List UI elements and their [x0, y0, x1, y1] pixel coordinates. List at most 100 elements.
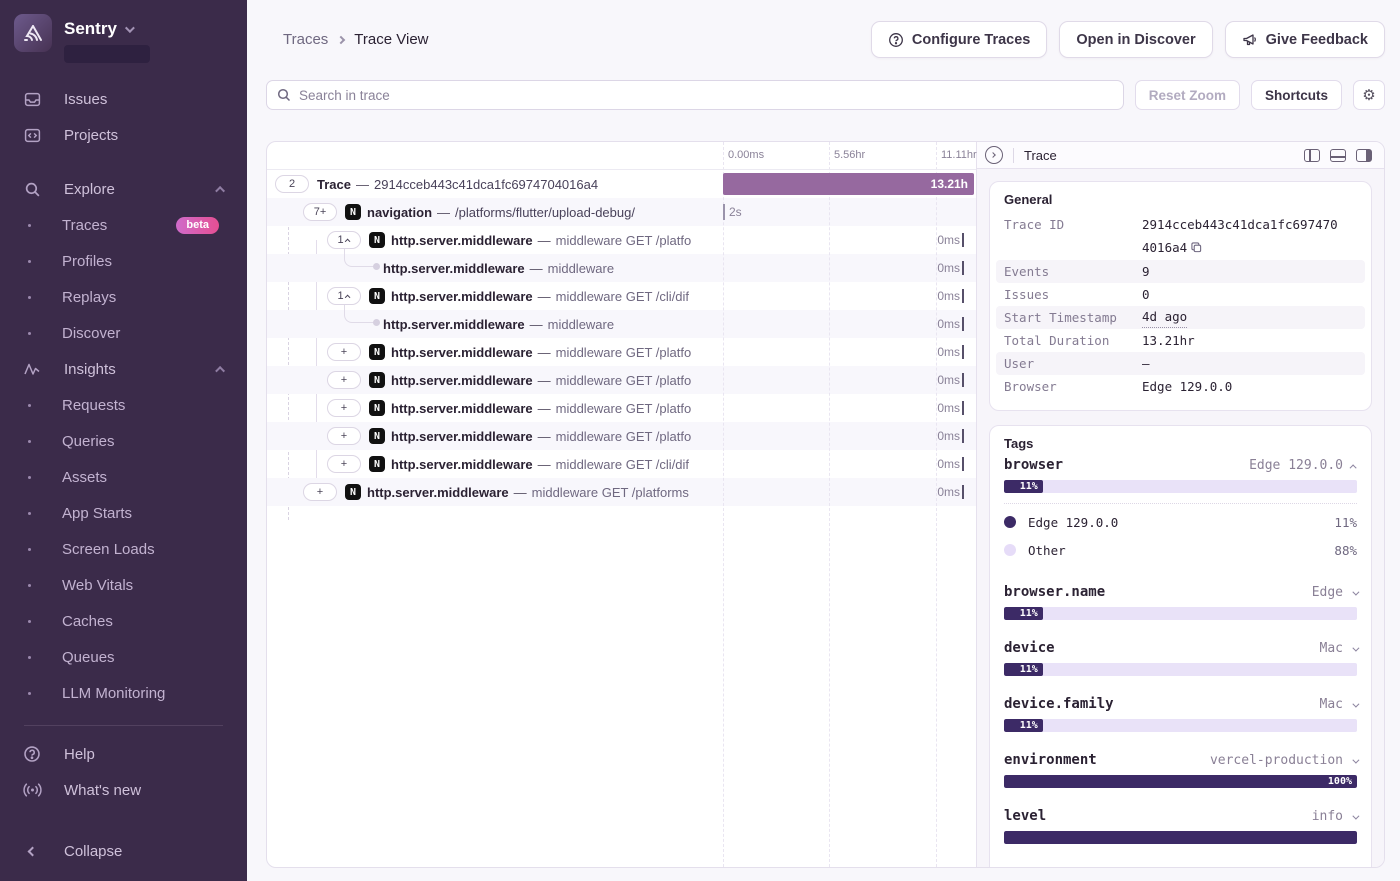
- tag-header[interactable]: level info: [1004, 808, 1360, 824]
- span-duration: 2s: [729, 205, 742, 219]
- general-section: General Trace ID 2914cceb443c41dca1fc697…: [989, 181, 1372, 411]
- tree-connector: [344, 304, 380, 326]
- tag-header[interactable]: device Mac: [1004, 640, 1360, 656]
- tag-legend: Edge 129.0.0 11% Other 88%: [1004, 503, 1357, 564]
- sidebar-item-assets[interactable]: Assets: [0, 459, 247, 495]
- chevron-down-icon: [1352, 588, 1360, 596]
- tags-section: Tags browser Edge 129.0.0 11%: [989, 425, 1372, 867]
- sidebar-item-whats-new[interactable]: What's new: [0, 772, 247, 808]
- sidebar-item-replays[interactable]: Replays: [0, 279, 247, 315]
- breadcrumb-traces-link[interactable]: Traces: [283, 31, 329, 48]
- reset-zoom-button[interactable]: Reset Zoom: [1134, 80, 1240, 110]
- tag-distribution-bar: 11%: [1004, 663, 1357, 676]
- layout-panel-right-icon[interactable]: [1356, 148, 1372, 162]
- sidebar-item-projects[interactable]: Projects: [0, 117, 247, 153]
- sidebar-item-help[interactable]: Help: [0, 736, 247, 772]
- span-expand-badge[interactable]: +: [327, 427, 361, 445]
- span-expand-badge[interactable]: +: [327, 455, 361, 473]
- open-in-discover-button[interactable]: Open in Discover: [1059, 21, 1213, 58]
- sidebar-item-requests[interactable]: Requests: [0, 387, 247, 423]
- configure-traces-button[interactable]: Configure Traces: [870, 21, 1048, 58]
- tag-header[interactable]: device.family Mac: [1004, 696, 1360, 712]
- search-input[interactable]: [299, 87, 1113, 103]
- sidebar-item-queues[interactable]: Queues: [0, 639, 247, 675]
- span-bar-tick: [962, 401, 964, 415]
- give-feedback-button[interactable]: Give Feedback: [1224, 21, 1385, 58]
- layout-panel-bottom-icon[interactable]: [1330, 148, 1346, 162]
- span-collapse-badge[interactable]: 1: [327, 287, 361, 305]
- span-row[interactable]: + N http.server.middleware — middleware …: [267, 366, 976, 394]
- sidebar-item-web-vitals[interactable]: Web Vitals: [0, 567, 247, 603]
- span-row[interactable]: + N http.server.middleware — middleware …: [267, 478, 976, 506]
- chevron-up-icon: [1349, 464, 1357, 472]
- chevron-down-icon: [1352, 812, 1360, 820]
- sidebar-collapse-button[interactable]: Collapse: [0, 833, 247, 869]
- span-row[interactable]: 7+ N navigation — /platforms/flutter/upl…: [267, 198, 976, 226]
- copy-icon[interactable]: [1191, 237, 1202, 260]
- span-collapse-badge[interactable]: 1: [327, 231, 361, 249]
- sidebar-section-explore[interactable]: Explore: [0, 171, 247, 207]
- tag-browser-name: browser.name Edge 11%: [1004, 584, 1360, 620]
- sidebar-item-traces[interactable]: Traces beta: [0, 207, 247, 243]
- nextjs-icon: N: [369, 232, 385, 248]
- sidebar-item-discover[interactable]: Discover: [0, 315, 247, 351]
- span-row[interactable]: 1 N http.server.middleware — middleware …: [267, 226, 976, 254]
- section-title: Tags: [1004, 436, 1034, 451]
- span-row[interactable]: + N http.server.middleware — middleware …: [267, 394, 976, 422]
- sidebar-item-app-starts[interactable]: App Starts: [0, 495, 247, 531]
- settings-gear-button[interactable]: ⚙: [1353, 80, 1385, 110]
- span-expand-badge[interactable]: +: [327, 399, 361, 417]
- tag-distribution-bar: [1004, 831, 1357, 844]
- layout-panel-left-icon[interactable]: [1304, 148, 1320, 162]
- org-switcher[interactable]: Sentry: [0, 0, 247, 63]
- bullet-icon: [28, 331, 31, 335]
- span-children-badge[interactable]: 7+: [303, 203, 337, 221]
- span-row[interactable]: 1 N http.server.middleware — middleware …: [267, 282, 976, 310]
- nextjs-icon: N: [345, 484, 361, 500]
- span-expand-badge[interactable]: +: [303, 483, 337, 501]
- tag-header[interactable]: environment vercel-production: [1004, 752, 1360, 768]
- span-duration: 0ms: [937, 457, 960, 471]
- sidebar-item-llm-monitoring[interactable]: LLM Monitoring: [0, 675, 247, 711]
- span-row[interactable]: http.server.middleware — middleware 0ms: [267, 248, 976, 282]
- span-row[interactable]: 2 Trace — 2914cceb443c41dca1fc6974704016…: [267, 170, 976, 198]
- breadcrumb-separator-icon: [337, 35, 346, 44]
- sidebar-item-label: Requests: [62, 396, 126, 414]
- sidebar-item-label: Web Vitals: [62, 576, 134, 594]
- drawer-collapse-button[interactable]: [985, 146, 1003, 164]
- nextjs-icon: N: [345, 204, 361, 220]
- span-children-badge[interactable]: 2: [275, 175, 309, 193]
- tag-header[interactable]: browser.name Edge: [1004, 584, 1360, 600]
- bullet-icon: [28, 475, 31, 479]
- sidebar-item-label: Screen Loads: [62, 540, 155, 558]
- span-duration: 0ms: [937, 345, 960, 359]
- span-row[interactable]: + N http.server.middleware — middleware …: [267, 422, 976, 450]
- span-duration: 0ms: [937, 429, 960, 443]
- span-expand-badge[interactable]: +: [327, 371, 361, 389]
- chevron-up-icon: [344, 238, 350, 245]
- sidebar-section-insights[interactable]: Insights: [0, 351, 247, 387]
- span-row[interactable]: http.server.middleware — middleware 0ms: [267, 304, 976, 338]
- legend-item[interactable]: Edge 129.0.0 11%: [1004, 508, 1357, 536]
- general-row-total-duration: Total Duration 13.21hr: [1004, 333, 1195, 348]
- span-expand-badge[interactable]: +: [327, 343, 361, 361]
- span-bar-tick: [962, 233, 964, 247]
- sidebar-item-profiles[interactable]: Profiles: [0, 243, 247, 279]
- legend-dot-icon: [1004, 516, 1016, 528]
- drawer-tab-trace[interactable]: Trace: [1024, 147, 1057, 163]
- span-row[interactable]: + N http.server.middleware — middleware …: [267, 338, 976, 366]
- shortcuts-button[interactable]: Shortcuts: [1250, 80, 1342, 110]
- nextjs-icon: N: [369, 344, 385, 360]
- sidebar-item-caches[interactable]: Caches: [0, 603, 247, 639]
- nextjs-icon: N: [369, 372, 385, 388]
- sidebar-item-issues[interactable]: Issues: [0, 81, 247, 117]
- span-duration: 0ms: [937, 289, 960, 303]
- sidebar-item-screen-loads[interactable]: Screen Loads: [0, 531, 247, 567]
- nextjs-icon: N: [369, 428, 385, 444]
- tag-header[interactable]: browser Edge 129.0.0: [1004, 457, 1357, 473]
- legend-item[interactable]: Other 88%: [1004, 536, 1357, 564]
- trace-duration-bar[interactable]: 13.21h: [723, 173, 974, 195]
- bullet-icon: [28, 223, 31, 227]
- sidebar-item-queries[interactable]: Queries: [0, 423, 247, 459]
- span-row[interactable]: + N http.server.middleware — middleware …: [267, 450, 976, 478]
